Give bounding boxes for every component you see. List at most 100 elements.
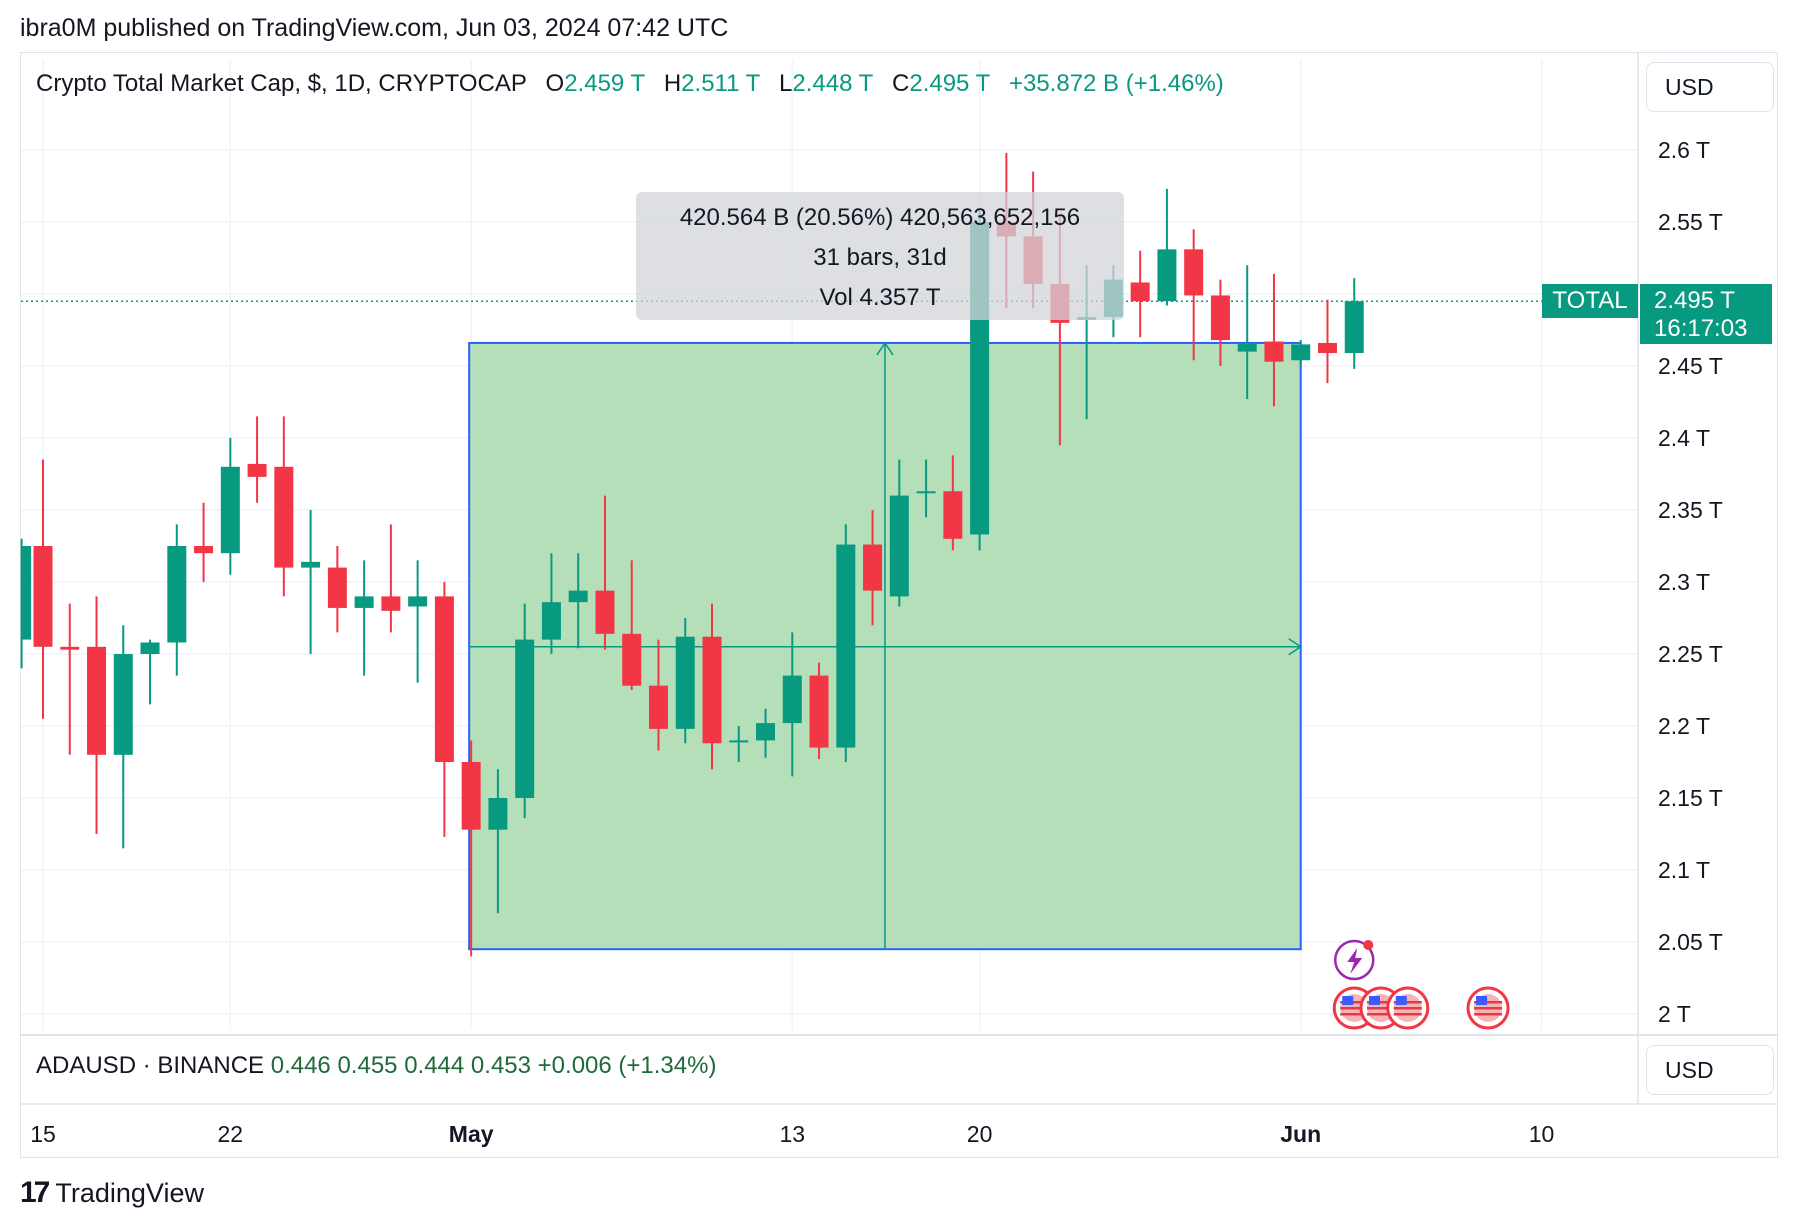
legend-high-label: H [663, 70, 682, 97]
candle-body [809, 675, 829, 748]
legend-symbol[interactable]: Crypto Total Market Cap, $, 1D, CRYPTOCA… [36, 70, 527, 97]
candle [354, 560, 374, 676]
flag-canton [1369, 996, 1380, 1005]
candle-body [943, 491, 963, 539]
candle [1264, 273, 1284, 407]
legend-low-label: L [779, 70, 793, 97]
candle [943, 455, 963, 551]
symbol-price-tag: TOTAL [1542, 284, 1638, 318]
sub-low: 0.444 [404, 1052, 465, 1079]
time-axis-label: 15 [30, 1121, 56, 1147]
candle-body [194, 546, 214, 554]
candle-body [515, 639, 535, 798]
sub-symbol[interactable]: ADAUSD · BINANCE [36, 1052, 265, 1079]
us-flag-event-icon [1386, 986, 1430, 1030]
candle-body [1210, 295, 1230, 341]
candle-body [568, 590, 588, 603]
candle [140, 639, 160, 705]
price-axis-label: 2 T [1658, 1001, 1691, 1027]
time-axis-label: 10 [1529, 1121, 1555, 1147]
candle-body [1317, 342, 1337, 354]
tradingview-logo[interactable]: 17 TradingView [20, 1176, 204, 1210]
event-markers [1332, 939, 1510, 1030]
candle-body [21, 546, 32, 640]
flag-stripe [1340, 1007, 1369, 1010]
currency-button-sub[interactable]: USD [1646, 1045, 1774, 1095]
candle [220, 438, 240, 575]
flag-canton [1342, 996, 1354, 1005]
price-axis: 2.6 T2.55 T2.5 T2.45 T2.4 T2.35 T2.3 T2.… [1658, 137, 1723, 1027]
candle [194, 502, 214, 582]
candle-body [354, 596, 374, 608]
candle-body [113, 654, 133, 755]
price-axis-label: 2.4 T [1658, 425, 1710, 451]
candle [167, 524, 187, 676]
candle [836, 524, 856, 762]
legend-low: 2.448 T [792, 70, 874, 97]
candle-body [461, 762, 481, 830]
legend-high: 2.511 T [681, 70, 761, 97]
candle [301, 510, 321, 654]
price-axis-label: 2.05 T [1658, 929, 1723, 955]
flag-stripe [1340, 1001, 1369, 1004]
sub-open: 0.446 [270, 1052, 331, 1079]
candle [568, 553, 588, 649]
price-axis-label: 2.45 T [1658, 353, 1723, 379]
price-axis-label: 2.55 T [1658, 209, 1723, 235]
candle [648, 639, 668, 751]
candle [1317, 299, 1337, 384]
price-axis-label: 2.2 T [1658, 713, 1710, 739]
candle-body [1291, 344, 1311, 361]
candle [1291, 340, 1311, 366]
main-legend: Crypto Total Market Cap, $, 1D, CRYPTOCA… [36, 70, 1224, 98]
candle [595, 495, 615, 650]
flag-stripe [1474, 1007, 1503, 1010]
candle-body [836, 544, 856, 748]
candle [274, 416, 294, 597]
time-axis-label: Jun [1280, 1121, 1321, 1147]
candle-body [301, 561, 321, 568]
lightning-bolt [1347, 948, 1363, 974]
bar-countdown: 16:17:03 [1654, 315, 1748, 342]
candle [1157, 188, 1177, 306]
flag-stripe [1367, 1007, 1395, 1010]
candle [33, 459, 53, 719]
price-range-tool [468, 341, 1303, 951]
tooltip-change: 420.564 B (20.56%) 420,563,652,156 [679, 204, 1081, 231]
candle-body [60, 646, 80, 650]
candle-body [702, 636, 722, 744]
range-arrow-head-right [1288, 638, 1303, 656]
price-axis-label: 2.1 T [1658, 857, 1710, 883]
candle [20, 538, 32, 669]
candle [515, 603, 535, 819]
candle-body [408, 596, 428, 607]
sub-change: +0.006 (+1.34%) [537, 1052, 717, 1079]
candle [1344, 278, 1364, 369]
price-axis-label: 2.25 T [1658, 641, 1723, 667]
candle [60, 603, 80, 755]
candle-body [729, 740, 749, 743]
flag-stripe [1474, 1001, 1503, 1004]
legend-change: +35.872 B (+1.46%) [1008, 70, 1224, 97]
price-axis-label: 2.35 T [1658, 497, 1723, 523]
flag-canton [1395, 996, 1407, 1005]
candle-body [622, 633, 642, 686]
candle-body [595, 590, 615, 634]
candle-body [167, 546, 187, 643]
candle [461, 740, 481, 957]
us-flag-event-icon [1466, 986, 1510, 1030]
candle [675, 618, 695, 744]
currency-button-main[interactable]: USD [1646, 62, 1774, 112]
candle-body [889, 495, 909, 597]
candle-body [541, 602, 561, 640]
sub-legend: ADAUSD · BINANCE 0.446 0.455 0.444 0.453… [36, 1052, 716, 1080]
candle [327, 546, 347, 633]
candle [488, 769, 508, 914]
candle [1237, 265, 1257, 400]
time-axis-label: 20 [967, 1121, 993, 1147]
legend-close-label: C [892, 70, 910, 97]
lightning-event-icon [1333, 939, 1375, 981]
legend-close: 2.495 T [909, 70, 991, 97]
candle [541, 553, 561, 654]
